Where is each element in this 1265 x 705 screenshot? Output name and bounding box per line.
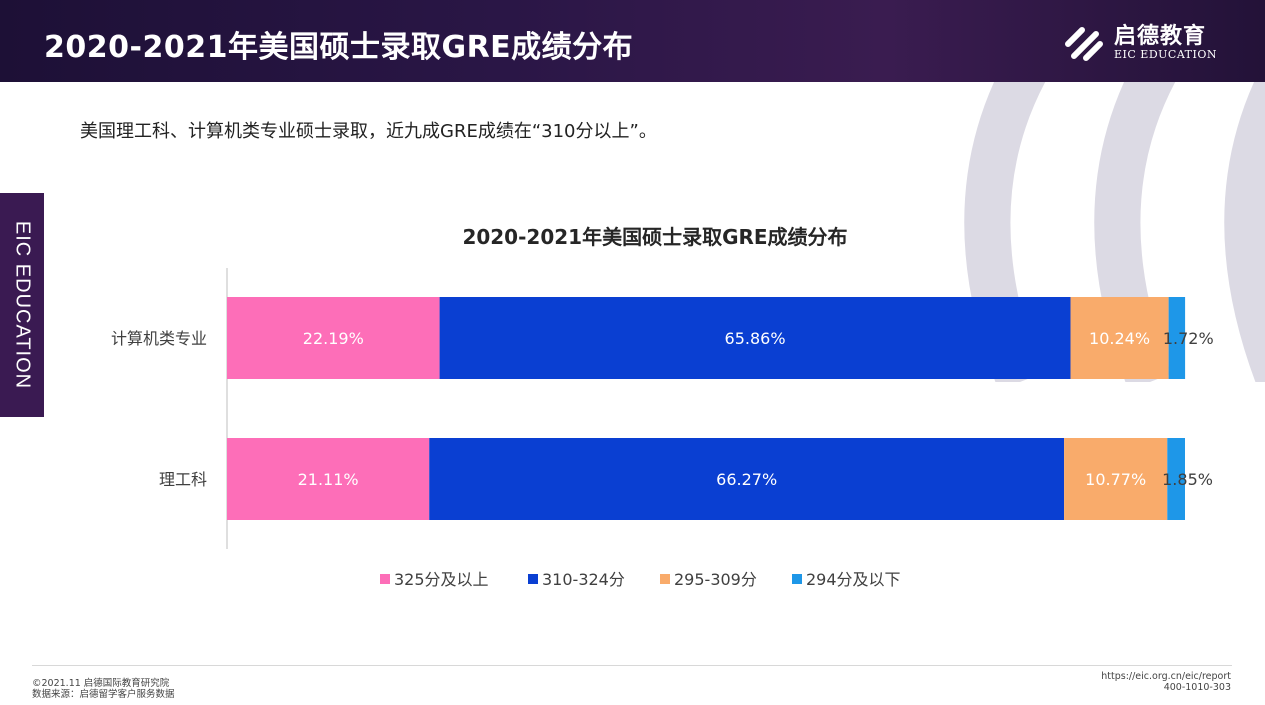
brand-logo: 启德教育 EIC EDUCATION [1062, 16, 1252, 66]
footer-source: 数据来源：启德留学客户服务数据 [32, 689, 175, 700]
category-label: 计算机类专业 [111, 329, 207, 348]
data-label: 66.27% [716, 470, 777, 489]
footer-left: ©2021.11 启德国际教育研究院 数据来源：启德留学客户服务数据 [32, 678, 175, 700]
legend-label: 325分及以上 [394, 570, 489, 589]
bar-segment [1168, 297, 1186, 379]
footer-divider [32, 665, 1232, 666]
chart-title: 2020-2021年美国硕士录取GRE成绩分布 [462, 225, 847, 249]
bar-segment [1064, 438, 1168, 520]
legend-label: 310-324分 [542, 570, 625, 589]
legend-label: 295-309分 [674, 570, 757, 589]
header-bar: 2020-2021年美国硕士录取GRE成绩分布 启德教育 EIC EDUCATI… [0, 0, 1265, 82]
data-label: 10.24% [1089, 329, 1150, 348]
logo-icon [1065, 27, 1103, 61]
legend-swatch [380, 574, 390, 584]
data-label: 21.11% [298, 470, 359, 489]
data-label: 1.72% [1163, 329, 1214, 348]
bar-segment [439, 297, 1071, 379]
page-title: 2020-2021年美国硕士录取GRE成绩分布 [44, 30, 634, 65]
side-tab [0, 193, 44, 417]
bar-segment [1070, 297, 1169, 379]
data-label: 65.86% [725, 329, 786, 348]
slide-subtitle: 美国理工科、计算机类专业硕士录取，近九成GRE成绩在“310分以上”。 [80, 121, 657, 142]
footer-date: ©2021.11 启德国际教育研究院 [32, 678, 170, 689]
logo-name-cn: 启德教育 [1114, 24, 1207, 49]
legend-swatch [528, 574, 538, 584]
data-label: 22.19% [303, 329, 364, 348]
data-label: 1.85% [1162, 470, 1213, 489]
legend-swatch [660, 574, 670, 584]
bar-segment [227, 297, 440, 379]
bar-segment [1167, 438, 1185, 520]
bar-segment [227, 438, 430, 520]
bar-segment [429, 438, 1065, 520]
footer-right: https://eic.org.cn/eic/report 400-1010-3… [1101, 671, 1231, 693]
footer-phone: 400-1010-303 [1163, 682, 1231, 693]
footer-url[interactable]: https://eic.org.cn/eic/report [1101, 671, 1231, 682]
logo-name-en: EIC EDUCATION [1114, 48, 1217, 61]
legend-swatch [792, 574, 802, 584]
category-label: 理工科 [159, 470, 207, 489]
legend-label: 294分及以下 [806, 570, 901, 589]
data-label: 10.77% [1085, 470, 1146, 489]
